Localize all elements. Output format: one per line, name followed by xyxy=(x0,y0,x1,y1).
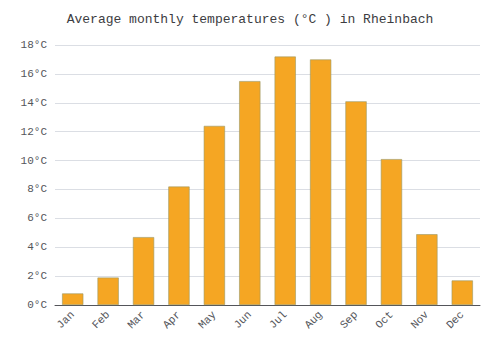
svg-text:10°C: 10°C xyxy=(21,155,48,167)
svg-text:Nov: Nov xyxy=(409,308,432,331)
svg-text:Average monthly temperatures (: Average monthly temperatures (°C ) in Rh… xyxy=(67,12,434,27)
svg-text:16°C: 16°C xyxy=(21,68,48,80)
svg-text:4°C: 4°C xyxy=(27,241,47,253)
svg-text:Aug: Aug xyxy=(302,309,324,331)
svg-text:Jan: Jan xyxy=(54,309,76,331)
svg-text:8°C: 8°C xyxy=(27,183,47,195)
svg-text:Sep: Sep xyxy=(338,309,360,331)
svg-text:18°C: 18°C xyxy=(21,39,48,51)
svg-text:Apr: Apr xyxy=(161,309,183,331)
svg-text:Dec: Dec xyxy=(444,309,466,331)
svg-text:0°C: 0°C xyxy=(27,299,47,311)
svg-text:Feb: Feb xyxy=(90,309,112,331)
svg-text:6°C: 6°C xyxy=(27,212,47,224)
svg-text:Oct: Oct xyxy=(373,309,395,331)
svg-text:Mar: Mar xyxy=(125,309,147,331)
svg-text:12°C: 12°C xyxy=(21,126,48,138)
svg-text:14°C: 14°C xyxy=(21,97,48,109)
svg-text:May: May xyxy=(196,308,219,331)
svg-text:Jun: Jun xyxy=(232,309,254,331)
svg-text:2°C: 2°C xyxy=(27,270,47,282)
svg-text:Jul: Jul xyxy=(267,309,289,331)
